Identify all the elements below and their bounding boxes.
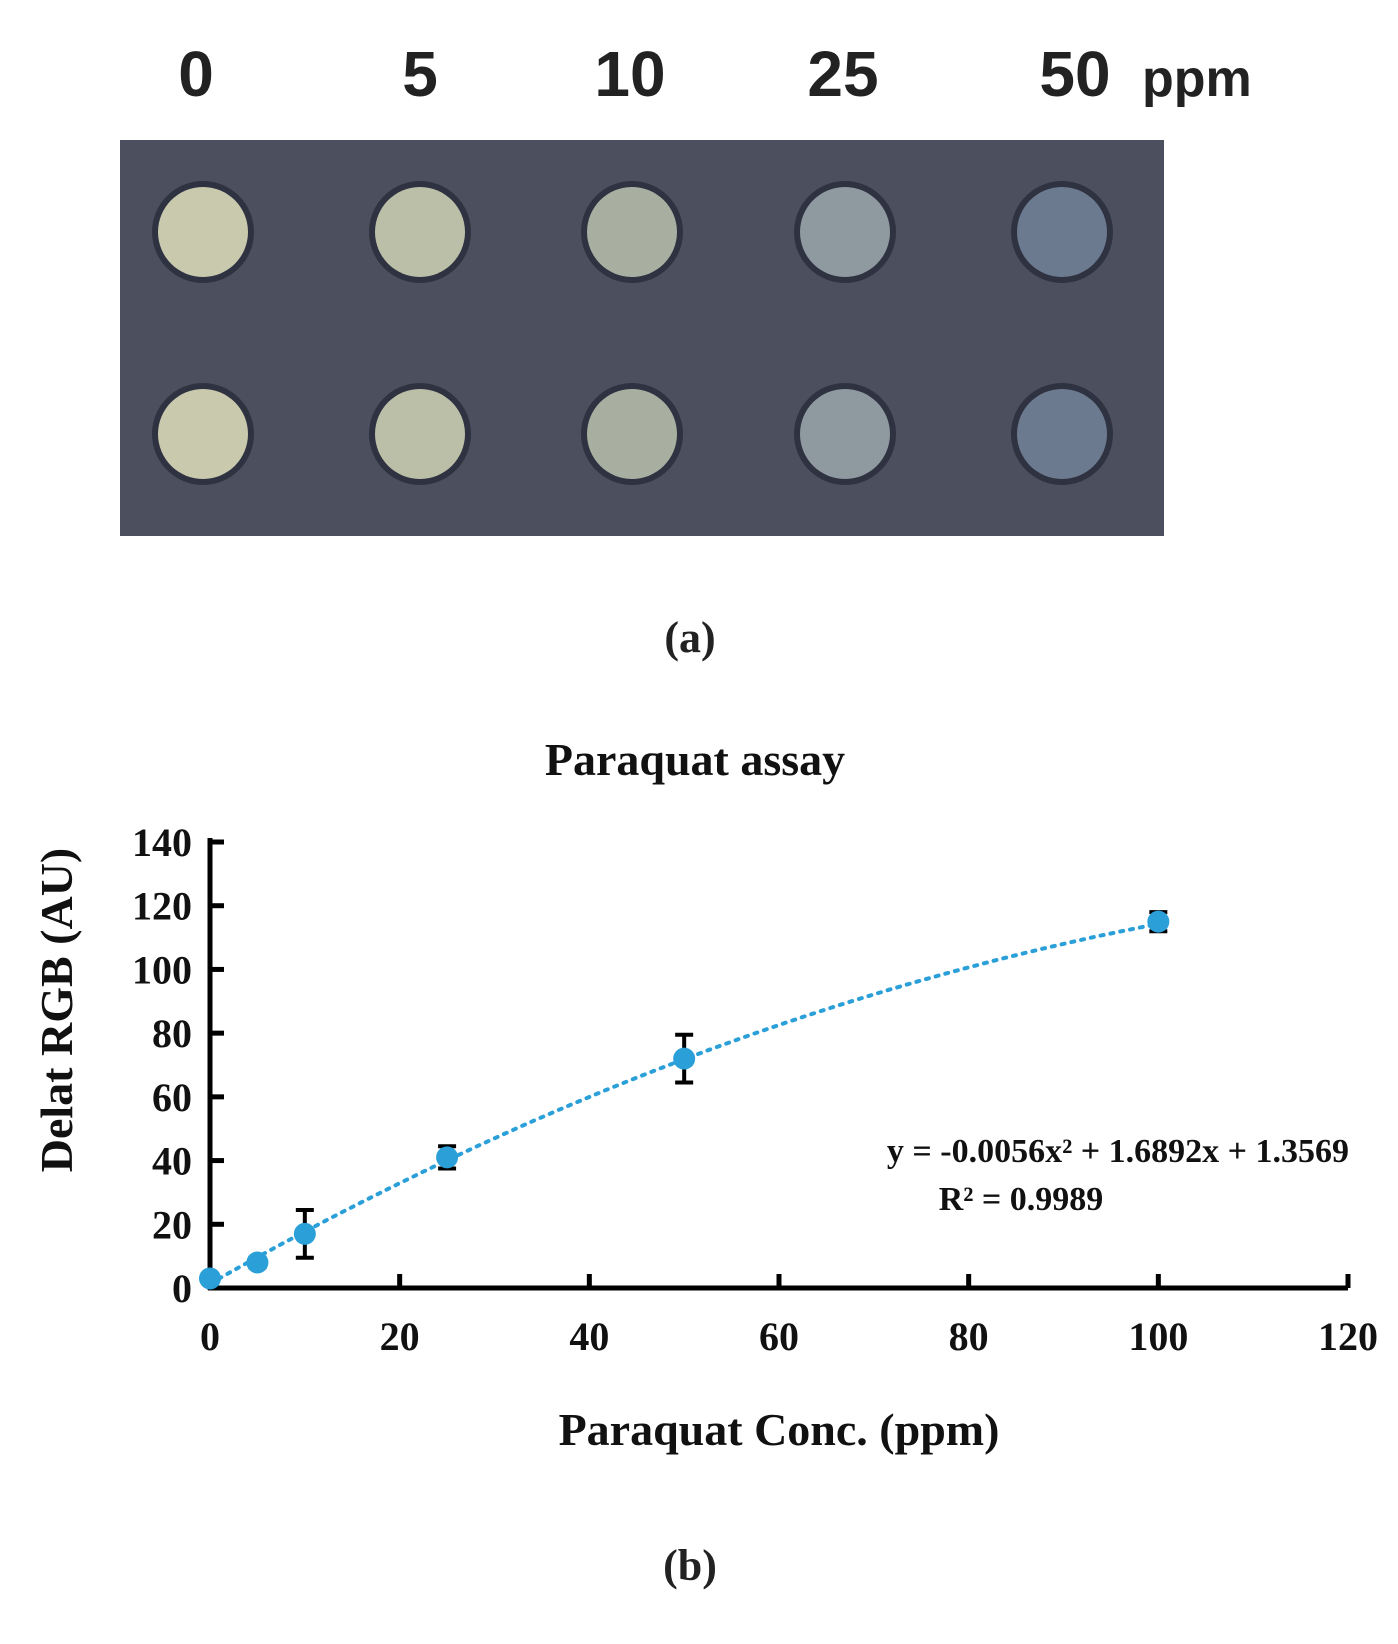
y-tick-label: 100 <box>132 947 192 992</box>
x-tick-label: 80 <box>949 1314 989 1359</box>
test-spot <box>158 187 248 277</box>
equation-annotation: y = -0.0056x² + 1.6892x + 1.3569 <box>887 1133 1349 1170</box>
data-point <box>246 1251 269 1274</box>
data-point <box>293 1222 316 1245</box>
error-bars <box>201 910 1168 1284</box>
y-tick-label: 140 <box>132 820 192 865</box>
trendline <box>208 921 1161 1286</box>
test-spot <box>1017 187 1107 277</box>
test-spots <box>152 181 1113 485</box>
y-tick-label: 20 <box>152 1202 192 1247</box>
x-tick-label: 60 <box>759 1314 799 1359</box>
chart-title: Paraquat assay <box>545 734 845 785</box>
trendline-layer <box>208 921 1161 1286</box>
r-squared-annotation: R² = 0.9989 <box>939 1181 1104 1218</box>
test-spot <box>800 187 890 277</box>
data-point <box>199 1267 221 1290</box>
unit-label: ppm <box>1142 50 1252 108</box>
x-tick-label: 40 <box>569 1314 609 1359</box>
concentration-label-25: 25 <box>807 38 878 110</box>
x-tick-label: 120 <box>1318 1314 1378 1359</box>
test-spot <box>587 187 677 277</box>
data-points <box>199 910 1170 1290</box>
y-axis-label: Delat RGB (AU) <box>31 848 82 1173</box>
data-point <box>436 1146 459 1169</box>
concentration-label-0: 0 <box>178 38 214 110</box>
test-spot <box>800 389 890 479</box>
concentration-label-5: 5 <box>402 38 438 110</box>
y-tick-label: 40 <box>152 1139 192 1184</box>
y-tick-label: 0 <box>172 1266 192 1311</box>
caption-b: (b) <box>663 1541 717 1590</box>
test-spot <box>158 389 248 479</box>
concentration-labels: 0 5 10 25 50 ppm <box>178 38 1252 110</box>
test-spot <box>587 389 677 479</box>
chart-ticks: 0 20 40 60 80 100 120 140 0 20 40 60 80 100 120 <box>132 820 1378 1359</box>
test-spot <box>375 389 465 479</box>
concentration-label-50: 50 <box>1039 38 1110 110</box>
concentration-label-10: 10 <box>594 38 665 110</box>
panel-b: Paraquat assay Delat RGB (AU) Paraquat C… <box>31 734 1378 1590</box>
y-tick-label: 80 <box>152 1011 192 1056</box>
x-axis-label: Paraquat Conc. (ppm) <box>559 1404 1000 1455</box>
y-tick-label: 60 <box>152 1075 192 1120</box>
panel-a: 0 5 10 25 50 ppm (a) <box>120 38 1252 662</box>
test-spot <box>1017 389 1107 479</box>
x-tick-label: 0 <box>200 1314 220 1359</box>
data-point <box>1147 910 1170 933</box>
caption-a: (a) <box>664 613 715 662</box>
x-tick-label: 20 <box>380 1314 420 1359</box>
test-spot <box>375 187 465 277</box>
chart-axes <box>207 838 1348 1291</box>
data-point <box>673 1047 696 1070</box>
x-tick-label: 100 <box>1128 1314 1188 1359</box>
y-tick-label: 120 <box>132 884 192 929</box>
